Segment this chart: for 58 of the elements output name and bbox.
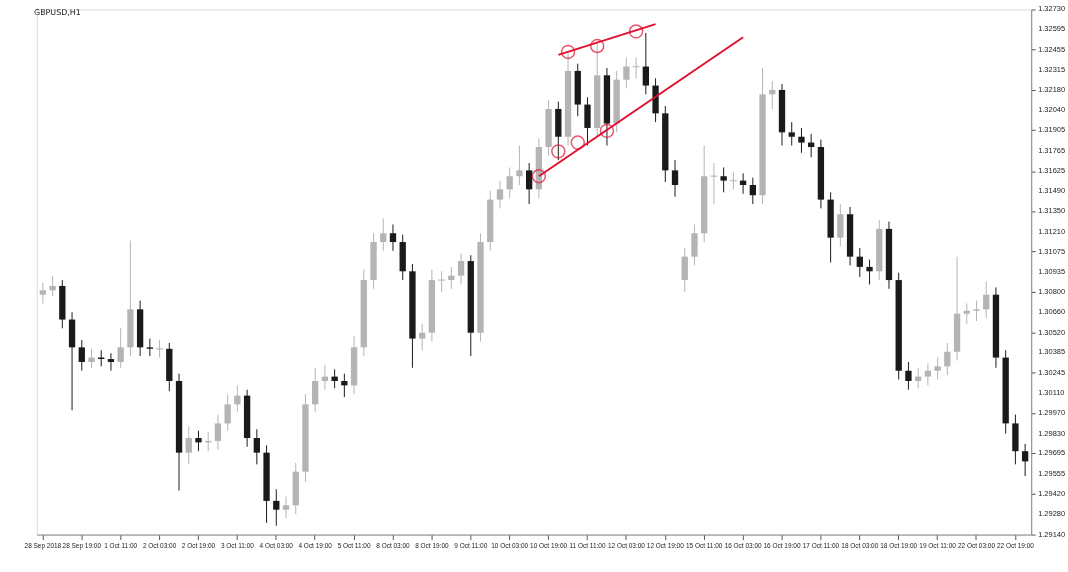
point: [551, 144, 566, 159]
candlestick: [516, 145, 523, 186]
point: [531, 169, 547, 184]
candlestick: [282, 496, 290, 519]
candlestick: [623, 57, 630, 89]
candlestick: [341, 373, 348, 398]
candlestick: [681, 247, 688, 293]
candlestick: [88, 348, 95, 369]
candlestick: [438, 270, 446, 293]
candlestick: [973, 300, 980, 322]
candlestick: [525, 162, 533, 205]
candlestick: [944, 342, 951, 376]
candlestick: [146, 338, 154, 357]
candlestick: [156, 339, 164, 359]
candlestick: [39, 282, 47, 304]
candlestick: [866, 259, 873, 285]
candlestick: [905, 361, 912, 391]
candlestick: [671, 159, 679, 198]
candlestick: [457, 253, 465, 285]
candlestick: [934, 357, 941, 381]
point: [599, 123, 615, 139]
candlestick: [496, 180, 504, 209]
candlestick: [788, 121, 795, 147]
candlestick: [798, 127, 805, 154]
candlestick: [78, 339, 85, 372]
candlestick: [1021, 443, 1029, 477]
candlestick: [856, 247, 863, 278]
candlestick: [185, 425, 192, 465]
candlestick: [224, 393, 231, 432]
candlestick: [117, 327, 124, 369]
candlestick: [107, 352, 115, 372]
candlestick: [195, 430, 202, 452]
point: [589, 38, 605, 54]
point: [628, 24, 644, 39]
candlestick: [584, 96, 591, 147]
point: [570, 135, 585, 150]
candlestick: [963, 302, 970, 325]
candlestick: [710, 162, 718, 205]
candlestick: [380, 218, 387, 252]
candlestick: [419, 323, 426, 351]
candlestick: [837, 203, 844, 247]
candlestick: [389, 223, 397, 252]
candlestick: [691, 223, 698, 266]
candlestick: [234, 384, 241, 413]
candlestick: [312, 367, 319, 413]
candlestick: [983, 281, 990, 319]
point: [560, 44, 576, 60]
candlestick: [506, 166, 513, 199]
candlestick: [214, 414, 222, 451]
candlestick: [720, 166, 727, 193]
candlestick: [49, 275, 56, 297]
candlestick: [253, 428, 260, 465]
candlestick: [924, 362, 932, 386]
candlestick: [273, 488, 280, 527]
candlestick: [749, 177, 756, 205]
candlestick: [642, 32, 649, 95]
chart-title: GBPUSD,H1: [33, 8, 81, 18]
candlestick: [331, 368, 338, 389]
